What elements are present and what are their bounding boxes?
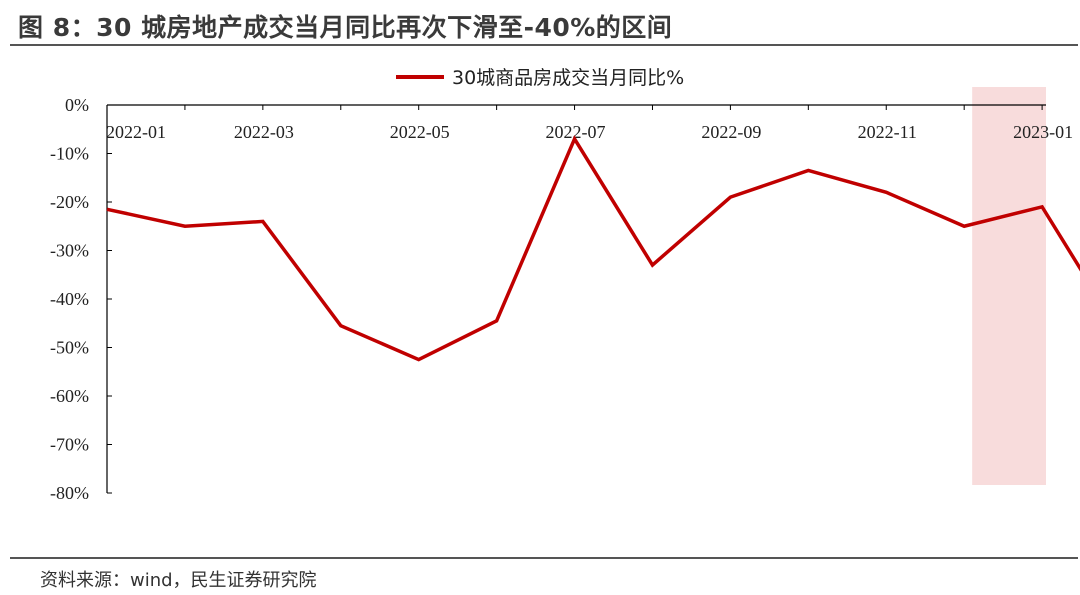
series-line [106, 135, 1080, 362]
figure-title: 图 8：30 城房地产成交当月同比再次下滑至-40%的区间 [18, 13, 673, 42]
x-tick-label: 2022-07 [546, 122, 606, 142]
x-tick-label: 2022-01 [106, 122, 166, 142]
x-tick-label: 2022-11 [858, 122, 917, 142]
y-tick-label: -80% [50, 483, 89, 503]
y-tick-label: -20% [50, 192, 89, 212]
y-tick-label: 0% [65, 95, 89, 115]
y-tick-label: -10% [50, 144, 89, 164]
title-rule [10, 44, 1078, 46]
y-tick-label: -60% [50, 386, 89, 406]
source-note: 资料来源：wind，民生证券研究院 [40, 570, 317, 591]
y-tick-label: -50% [50, 338, 89, 358]
legend-label: 30城商品房成交当月同比% [452, 67, 684, 89]
highlight-region [972, 87, 1046, 485]
series-layer [106, 135, 1080, 362]
legend: 30城商品房成交当月同比% [396, 67, 684, 89]
y-tick-label: -70% [50, 435, 89, 455]
x-tick-label: 2022-09 [701, 122, 761, 142]
highlight-layer [972, 87, 1046, 485]
x-tick-label: 2023-01 [1013, 122, 1073, 142]
y-tick-label: -40% [50, 289, 89, 309]
footer-rule [10, 557, 1078, 559]
x-tick-label: 2022-05 [390, 122, 450, 142]
y-tick-label: -30% [50, 241, 89, 261]
axis-layer: 0% -10% -20% -30% -40% -50% -60% -70% -80% 2022-0… [50, 95, 1073, 503]
x-tick-label: 2022-03 [234, 122, 294, 142]
